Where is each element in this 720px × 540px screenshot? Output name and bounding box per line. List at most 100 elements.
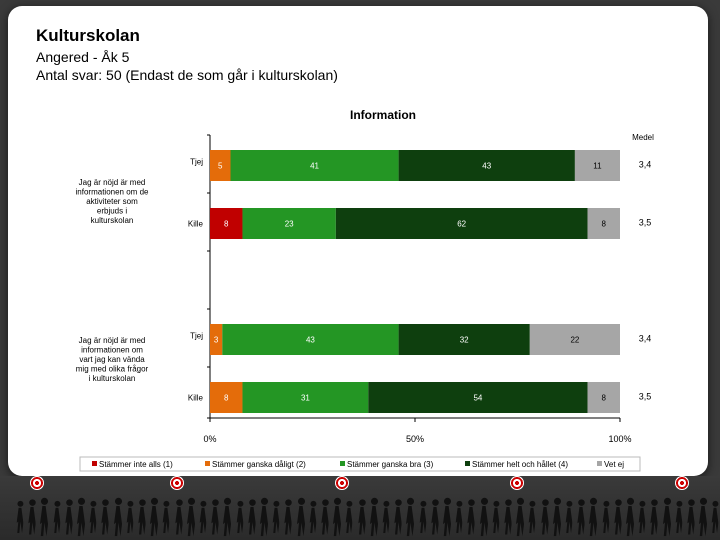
silhouette-figure — [15, 500, 25, 534]
silhouette-figure — [356, 499, 367, 535]
silhouette-figure — [612, 499, 623, 535]
legend-swatch — [92, 461, 97, 466]
silhouette-figure — [624, 497, 636, 537]
bar-segment — [368, 382, 588, 413]
data-label: 8 — [224, 220, 229, 229]
data-label: 23 — [285, 220, 294, 229]
legend-label: Stämmer ganska bra (3) — [347, 460, 434, 469]
silhouette-figure — [221, 497, 233, 537]
silhouette-figure — [246, 499, 257, 535]
silhouette-figure — [527, 500, 537, 534]
silhouette-figure — [514, 497, 526, 537]
page-subtitle: Angered - Åk 5 — [36, 49, 130, 65]
silhouette-figure — [368, 497, 380, 537]
legend-label: Stämmer ganska dåligt (2) — [212, 460, 306, 469]
bar-segment — [398, 150, 575, 181]
silhouette-figure — [685, 499, 696, 535]
silhouette-figure — [344, 500, 354, 534]
x-tick-label: 0% — [203, 434, 216, 444]
silhouette-figure — [161, 500, 171, 534]
silhouette-figure — [587, 497, 599, 537]
bar-segment — [210, 324, 223, 355]
data-label: 31 — [301, 394, 310, 403]
bar-segment — [210, 208, 243, 239]
data-label: 8 — [602, 394, 607, 403]
medel-value: 3,4 — [639, 334, 652, 344]
silhouette-figure — [661, 497, 673, 537]
silhouette-figure — [600, 500, 610, 534]
data-label: 43 — [482, 162, 491, 171]
legend-label: Vet ej — [604, 460, 624, 469]
silhouette-figure — [564, 500, 574, 534]
x-tick-label: 100% — [608, 434, 631, 444]
target-icon — [170, 476, 184, 490]
bar-segment — [230, 150, 399, 181]
target-icon — [335, 476, 349, 490]
silhouette-figure — [210, 499, 221, 535]
silhouette-figure — [319, 499, 330, 535]
silhouette-figure — [710, 500, 720, 534]
row-label: Kille — [188, 394, 204, 403]
silhouette-figure — [331, 497, 343, 537]
silhouette-figure — [27, 499, 38, 535]
silhouette-figure — [417, 500, 427, 534]
silhouette-figure — [112, 497, 124, 537]
data-label: 54 — [473, 394, 482, 403]
bar-segment — [242, 208, 336, 239]
silhouette-figure — [125, 500, 135, 534]
silhouette-figure — [88, 500, 98, 534]
data-label: 3 — [214, 336, 219, 345]
target-icon — [675, 476, 689, 490]
silhouette-figure — [637, 500, 647, 534]
target-icon — [30, 476, 44, 490]
silhouette-figure — [198, 500, 208, 534]
legend-swatch — [205, 461, 210, 466]
target-icon — [510, 476, 524, 490]
bar-segment — [210, 382, 243, 413]
page-title: Kulturskolan — [36, 26, 140, 45]
silhouette-figure — [393, 499, 404, 535]
bar-segment — [574, 150, 620, 181]
silhouette-figure — [429, 499, 440, 535]
silhouette-figure — [454, 500, 464, 534]
row-label: Kille — [188, 220, 204, 229]
legend-box — [79, 456, 641, 472]
silhouette-figure — [173, 499, 184, 535]
silhouette-figure — [502, 499, 513, 535]
bar-segment — [529, 324, 620, 355]
bar-segment — [335, 208, 588, 239]
silhouette-figure — [185, 497, 197, 537]
silhouette-figure — [491, 500, 501, 534]
data-label: 8 — [602, 220, 607, 229]
data-label: 8 — [224, 394, 229, 403]
bar-segment — [587, 382, 620, 413]
silhouette-figure — [75, 497, 87, 537]
silhouette-figure — [38, 497, 50, 537]
footer-decoration — [0, 476, 720, 540]
x-tick-label: 50% — [406, 434, 424, 444]
legend-swatch — [597, 461, 602, 466]
medel-value: 3,5 — [639, 218, 652, 228]
data-label: 62 — [457, 220, 466, 229]
legend-swatch — [465, 461, 470, 466]
silhouette-figure — [551, 497, 563, 537]
legend-label: Stämmer inte alls (1) — [99, 460, 173, 469]
silhouette-figure — [674, 500, 684, 534]
silhouette-figure — [441, 497, 453, 537]
silhouette-figure — [576, 499, 587, 535]
row-label: Tjej — [190, 332, 203, 341]
silhouette-figure — [136, 499, 147, 535]
silhouette-figure — [308, 500, 318, 534]
silhouette-figure — [234, 500, 244, 534]
bar-segment — [210, 150, 231, 181]
silhouette-figure — [258, 497, 270, 537]
silhouette-figure — [283, 499, 294, 535]
data-label: 41 — [310, 162, 319, 171]
silhouette-figure — [697, 497, 709, 537]
bar-segment — [242, 382, 369, 413]
medel-value: 3,5 — [639, 392, 652, 402]
legend-label: Stämmer helt och hållet (4) — [472, 460, 568, 469]
data-label: 43 — [306, 336, 315, 345]
bar-segment — [222, 324, 399, 355]
